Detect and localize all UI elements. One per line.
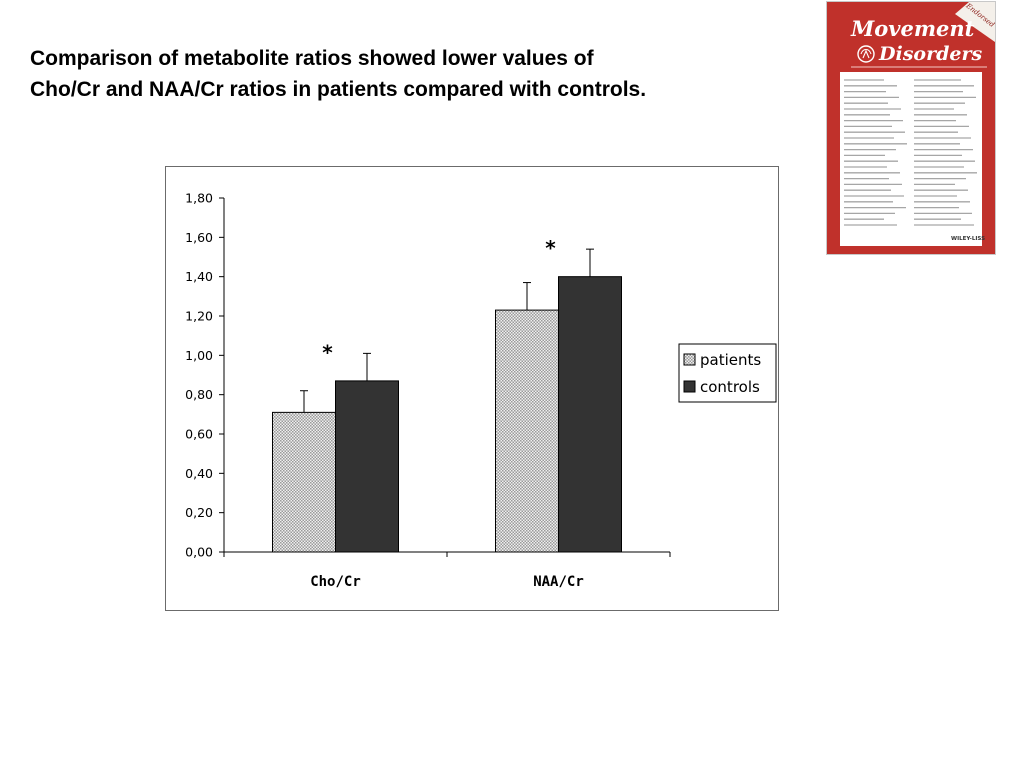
journal-cover-illustration: Endorsed Movement Disorders WILEY-LISS bbox=[827, 1, 996, 254]
y-tick-label: 0,40 bbox=[185, 466, 213, 481]
cover-title-line-2: Disorders bbox=[878, 43, 982, 65]
y-tick-label: 1,60 bbox=[185, 230, 213, 245]
legend-swatch-patients bbox=[683, 353, 696, 366]
cover-logo-icon bbox=[857, 45, 875, 63]
y-tick-label: 0,60 bbox=[185, 427, 213, 442]
slide-title-line-2: Cho/Cr and NAA/Cr ratios in patients com… bbox=[30, 78, 647, 101]
y-tick-label: 0,20 bbox=[185, 505, 213, 520]
significance-marker: * bbox=[322, 340, 333, 364]
y-tick-label: 1,80 bbox=[185, 191, 213, 206]
slide-title-line-1: Comparison of metabolite ratios showed l… bbox=[30, 47, 594, 70]
legend-swatch-controls bbox=[683, 380, 696, 393]
bar-chart: 0,00 0,20 0,40 0,60 0,80 1,00 1,20 1,40 1,60 1,80… bbox=[165, 166, 779, 611]
significance-marker: * bbox=[545, 236, 556, 260]
bar-controls-naa-cr bbox=[558, 276, 622, 553]
legend-label-controls: controls bbox=[700, 378, 760, 396]
journal-cover-image: Endorsed Movement Disorders WILEY-LISS bbox=[826, 1, 996, 255]
bar-chart-plot: 0,00 0,20 0,40 0,60 0,80 1,00 1,20 1,40 1,60 1,80… bbox=[185, 191, 777, 590]
y-tick-label: 1,00 bbox=[185, 348, 213, 363]
cover-title-line-1: Movement bbox=[850, 16, 975, 41]
cover-publisher: WILEY-LISS bbox=[951, 236, 985, 242]
y-tick-label: 1,20 bbox=[185, 309, 213, 324]
legend-label-patients: patients bbox=[700, 351, 761, 369]
x-category-label: Cho/Cr bbox=[310, 574, 361, 590]
cover-content-panel bbox=[840, 72, 982, 246]
bar-patients-cho-cr bbox=[272, 411, 336, 553]
bar-controls-cho-cr bbox=[335, 380, 399, 553]
y-tick-label: 1,40 bbox=[185, 269, 213, 284]
y-tick-label: 0,00 bbox=[185, 545, 213, 560]
slide-title: Comparison of metabolite ratios showed l… bbox=[30, 43, 820, 105]
cover-table-of-contents bbox=[844, 79, 977, 226]
x-category-label: NAA/Cr bbox=[533, 574, 584, 590]
bar-patients-naa-cr bbox=[495, 309, 559, 553]
y-tick-label: 0,80 bbox=[185, 387, 213, 402]
